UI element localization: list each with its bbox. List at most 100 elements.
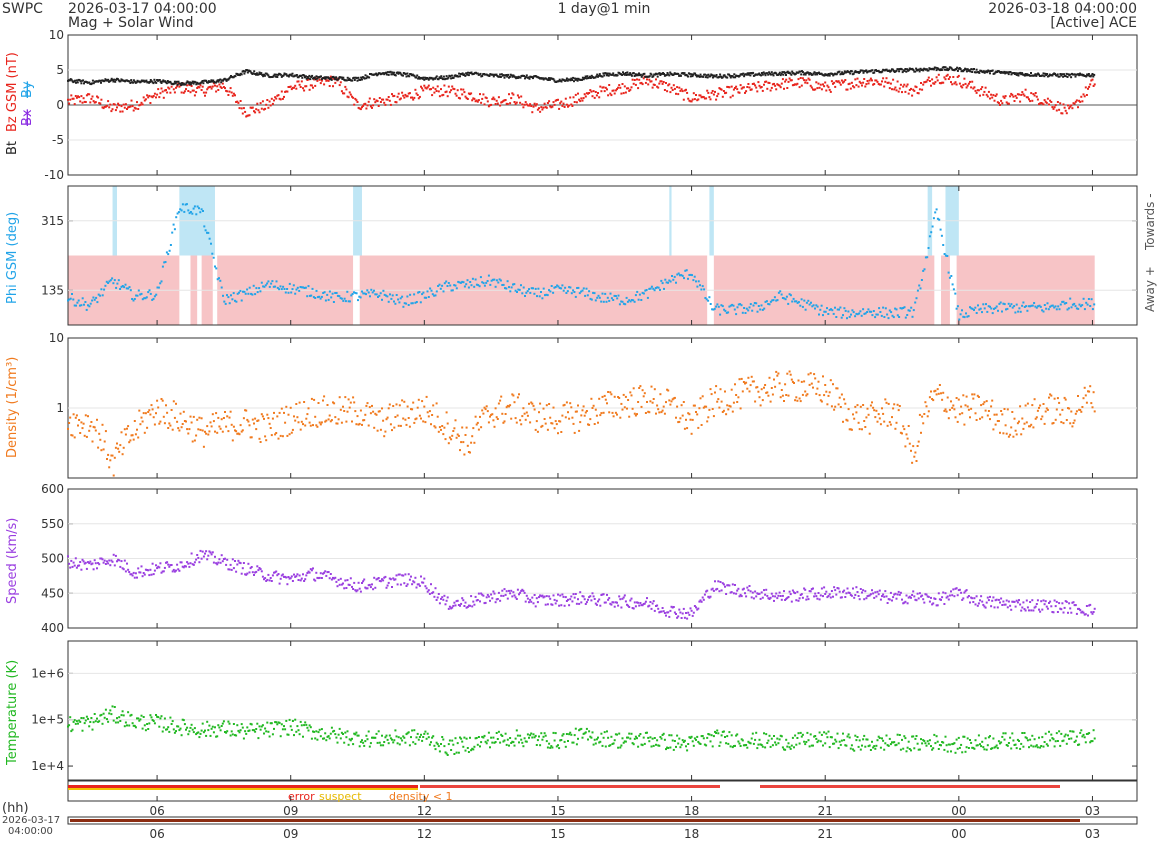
bz-point [683, 89, 686, 92]
bz-point [646, 78, 648, 81]
speed-point [199, 549, 202, 552]
phi-point [353, 291, 355, 294]
bz-point [1000, 99, 1003, 102]
density-point [422, 420, 425, 423]
density-point [574, 410, 577, 413]
bt-point [1017, 74, 1020, 77]
bz-point [446, 95, 449, 98]
density-point [394, 416, 397, 418]
bz-point [94, 101, 97, 104]
bz-point [534, 104, 537, 107]
temperature-point [140, 714, 143, 717]
phi-point [342, 299, 345, 302]
bz-point [1078, 99, 1081, 102]
speed-point [308, 571, 311, 574]
density-point [832, 383, 834, 386]
bt-point [463, 73, 466, 76]
density-point [538, 411, 540, 414]
density-point [794, 399, 797, 402]
bz-point [195, 91, 198, 94]
bz-point [710, 91, 713, 94]
density-point [594, 408, 597, 411]
density-point [740, 377, 743, 380]
bz-point [155, 96, 157, 99]
density-point [420, 417, 422, 420]
bt-point [629, 72, 632, 75]
bt-point [262, 75, 265, 78]
density-point [265, 439, 268, 442]
speed-point [740, 595, 743, 598]
speed-point [847, 591, 850, 594]
density-point [992, 428, 995, 431]
bt-point [714, 75, 717, 78]
speed-point [236, 563, 239, 566]
phi-point [634, 294, 637, 297]
speed-point [840, 596, 843, 599]
bt-point [723, 74, 726, 77]
density-point [734, 383, 736, 386]
density-point [384, 430, 387, 433]
density-point [840, 393, 843, 396]
speed-point [336, 585, 339, 588]
phi-point [987, 305, 990, 308]
speed-point [239, 562, 242, 565]
phi-point [858, 312, 861, 315]
phi-point [602, 300, 605, 303]
bz-point [273, 99, 275, 102]
bz-point [787, 80, 790, 83]
bt-point [217, 80, 220, 83]
bz-point [770, 86, 773, 89]
bz-point [328, 85, 331, 87]
bz-point [411, 96, 414, 99]
density-point [158, 422, 161, 425]
speed-point [300, 577, 303, 580]
bz-point [248, 114, 251, 117]
speed-point [638, 604, 641, 607]
bz-point [691, 98, 694, 101]
density-point [408, 425, 411, 428]
bz-point [729, 96, 732, 99]
density-point [167, 427, 170, 429]
phi-point [565, 292, 568, 294]
density-point [119, 444, 122, 447]
density-point [1035, 416, 1038, 419]
bz-point [264, 107, 267, 110]
bz-point [551, 105, 554, 108]
phi-point [743, 307, 746, 309]
speed-point [557, 593, 559, 596]
phi-point [859, 310, 862, 313]
temperature-point [170, 723, 173, 725]
density-point [1007, 435, 1010, 438]
speed-point [889, 591, 892, 594]
temperature-point [143, 724, 146, 727]
speed-point [858, 598, 861, 601]
density-point [562, 404, 565, 407]
phi-point [415, 301, 418, 303]
speed-point [117, 558, 120, 561]
speed-point [256, 565, 259, 568]
phi-point [181, 203, 184, 206]
speed-point [183, 565, 186, 568]
phi-point [403, 302, 406, 305]
bt-point [602, 72, 605, 75]
bz-point [274, 96, 277, 99]
speed-point [671, 606, 674, 609]
density-point [703, 405, 706, 408]
bz-point [75, 96, 78, 99]
phi-point [92, 296, 95, 299]
phi-point [299, 286, 302, 288]
bt-point [775, 72, 778, 75]
bt-point [553, 79, 556, 82]
bt-point [767, 73, 770, 76]
bt-point [630, 73, 632, 76]
bz-point [989, 97, 991, 100]
bz-point [788, 77, 791, 80]
bt-point [1073, 73, 1076, 76]
density-point [673, 396, 676, 399]
bz-point [290, 88, 293, 91]
bz-point [837, 80, 840, 83]
bt-point [216, 79, 219, 82]
density-point [534, 428, 537, 431]
phi-point [732, 304, 735, 307]
bz-point [475, 99, 478, 102]
